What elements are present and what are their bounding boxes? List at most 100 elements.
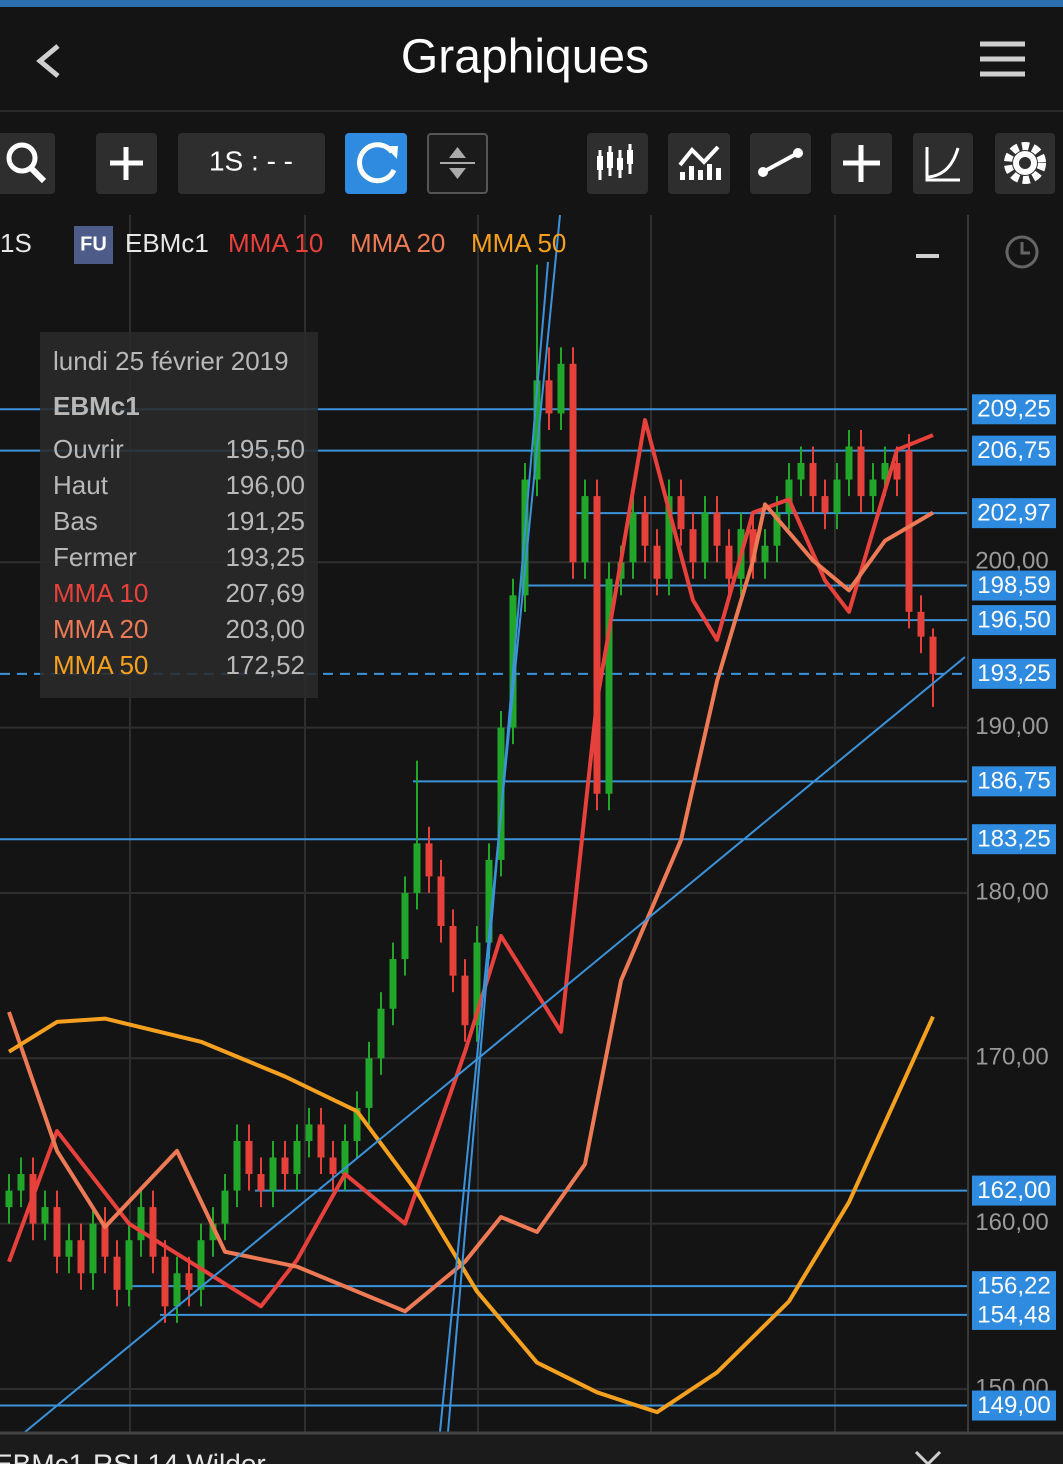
settings-button[interactable] (995, 133, 1055, 194)
y-tick-label: 180,00 (975, 878, 1048, 905)
candle-body (281, 1157, 289, 1175)
tooltip: lundi 25 février 2019 EBMc1 Ouvrir 195,50… (40, 332, 318, 698)
candle-body (785, 479, 793, 513)
tooltip-box (40, 332, 318, 698)
moving-average-line (7, 502, 935, 1314)
candle-body (329, 1157, 337, 1175)
price-tag-label: 196,50 (977, 606, 1050, 633)
indicator-button[interactable] (668, 133, 730, 194)
candle-body (401, 892, 409, 960)
candle-body (353, 1107, 361, 1141)
candle-body (557, 363, 565, 414)
price-tag-label: 198,59 (977, 572, 1050, 599)
candle-body (149, 1207, 157, 1257)
candle-body (125, 1240, 133, 1290)
candle-body (593, 496, 601, 794)
price-tag-label: 202,97 (977, 499, 1050, 526)
candle-body (701, 512, 709, 563)
interval-button[interactable]: 1S : - - (178, 133, 325, 194)
add-button[interactable] (96, 133, 157, 194)
candle-body (461, 975, 469, 1026)
panel-symbol: EBMc1 (0, 1448, 84, 1464)
legend-entry: MMA 20 (350, 228, 445, 258)
price-tag-label: 186,75 (977, 768, 1050, 795)
candle-body (173, 1273, 181, 1307)
y-tick-label: 200,00 (975, 548, 1048, 575)
candle-body (857, 446, 865, 497)
curve-button[interactable] (913, 133, 973, 194)
candle-body (809, 463, 817, 497)
legend-symbol: EBMc1 (125, 228, 209, 258)
price-tag (972, 1299, 1056, 1330)
tooltip-row-value: 203,00 (225, 614, 305, 644)
candle-body (413, 843, 421, 893)
candle-body (845, 446, 853, 480)
candle-body (437, 876, 445, 927)
candle-body (137, 1207, 145, 1241)
refresh-button[interactable] (345, 133, 407, 194)
candle-body (269, 1157, 277, 1191)
price-tag (972, 824, 1056, 855)
close-panel-button[interactable] (914, 1450, 942, 1464)
y-tick-label: 170,00 (975, 1044, 1048, 1071)
candle-body (365, 1058, 373, 1108)
candle-body (113, 1256, 121, 1290)
bottom-panel (0, 1432, 1063, 1464)
price-tag (972, 1271, 1056, 1302)
chart-type-button[interactable] (587, 133, 648, 194)
candle-body (653, 545, 661, 579)
candle-body (713, 512, 721, 546)
back-button[interactable] (36, 44, 60, 78)
candle-body (797, 463, 805, 480)
status-strip (0, 0, 1063, 7)
candle-body (305, 1124, 313, 1141)
clock-icon[interactable] (1005, 235, 1039, 269)
price-tag-label: 162,00 (977, 1177, 1050, 1204)
tooltip-row-value: 196,00 (225, 470, 305, 500)
candle-body (65, 1240, 73, 1257)
tooltip-row-value: 193,25 (225, 542, 305, 572)
price-tag (972, 435, 1056, 466)
candle-body (605, 578, 613, 794)
candle-body (773, 512, 781, 546)
candle-body (185, 1273, 193, 1290)
candle-body (761, 545, 769, 563)
current-price-label: 193,25 (977, 660, 1050, 687)
candle-body (533, 380, 541, 480)
candle-body (449, 926, 457, 976)
candle-body (881, 463, 889, 480)
tooltip-row-label: MMA 50 (53, 650, 148, 680)
candle-body (725, 545, 733, 579)
crosshair-button[interactable] (831, 133, 892, 194)
candle-body (53, 1207, 61, 1257)
candle-body (341, 1140, 349, 1175)
draw-line-button[interactable] (750, 133, 811, 194)
tooltip-symbol: EBMc1 (53, 391, 140, 421)
candle-body (197, 1240, 205, 1290)
candle-body (389, 959, 397, 1009)
candle-body (161, 1256, 169, 1307)
candle-body (293, 1140, 301, 1175)
candle-body (473, 942, 481, 1026)
candle-body (221, 1190, 229, 1224)
price-tag (972, 394, 1056, 425)
tooltip-row-label: MMA 20 (53, 614, 148, 644)
candle-body (209, 1223, 217, 1241)
search-button[interactable] (0, 133, 55, 194)
menu-button[interactable] (980, 41, 1025, 77)
interval-label: 1S : - - (209, 145, 293, 176)
tooltip-date: lundi 25 février 2019 (53, 346, 289, 376)
candle-body (5, 1190, 13, 1208)
price-tag (972, 570, 1056, 601)
expand-button[interactable] (427, 133, 488, 194)
candle-body (89, 1223, 97, 1274)
candle-body (677, 496, 685, 530)
candle-body (665, 496, 673, 579)
price-tag-label: 206,75 (977, 437, 1050, 464)
tooltip-row-label: Bas (53, 506, 98, 536)
moving-average-line (7, 1015, 935, 1415)
